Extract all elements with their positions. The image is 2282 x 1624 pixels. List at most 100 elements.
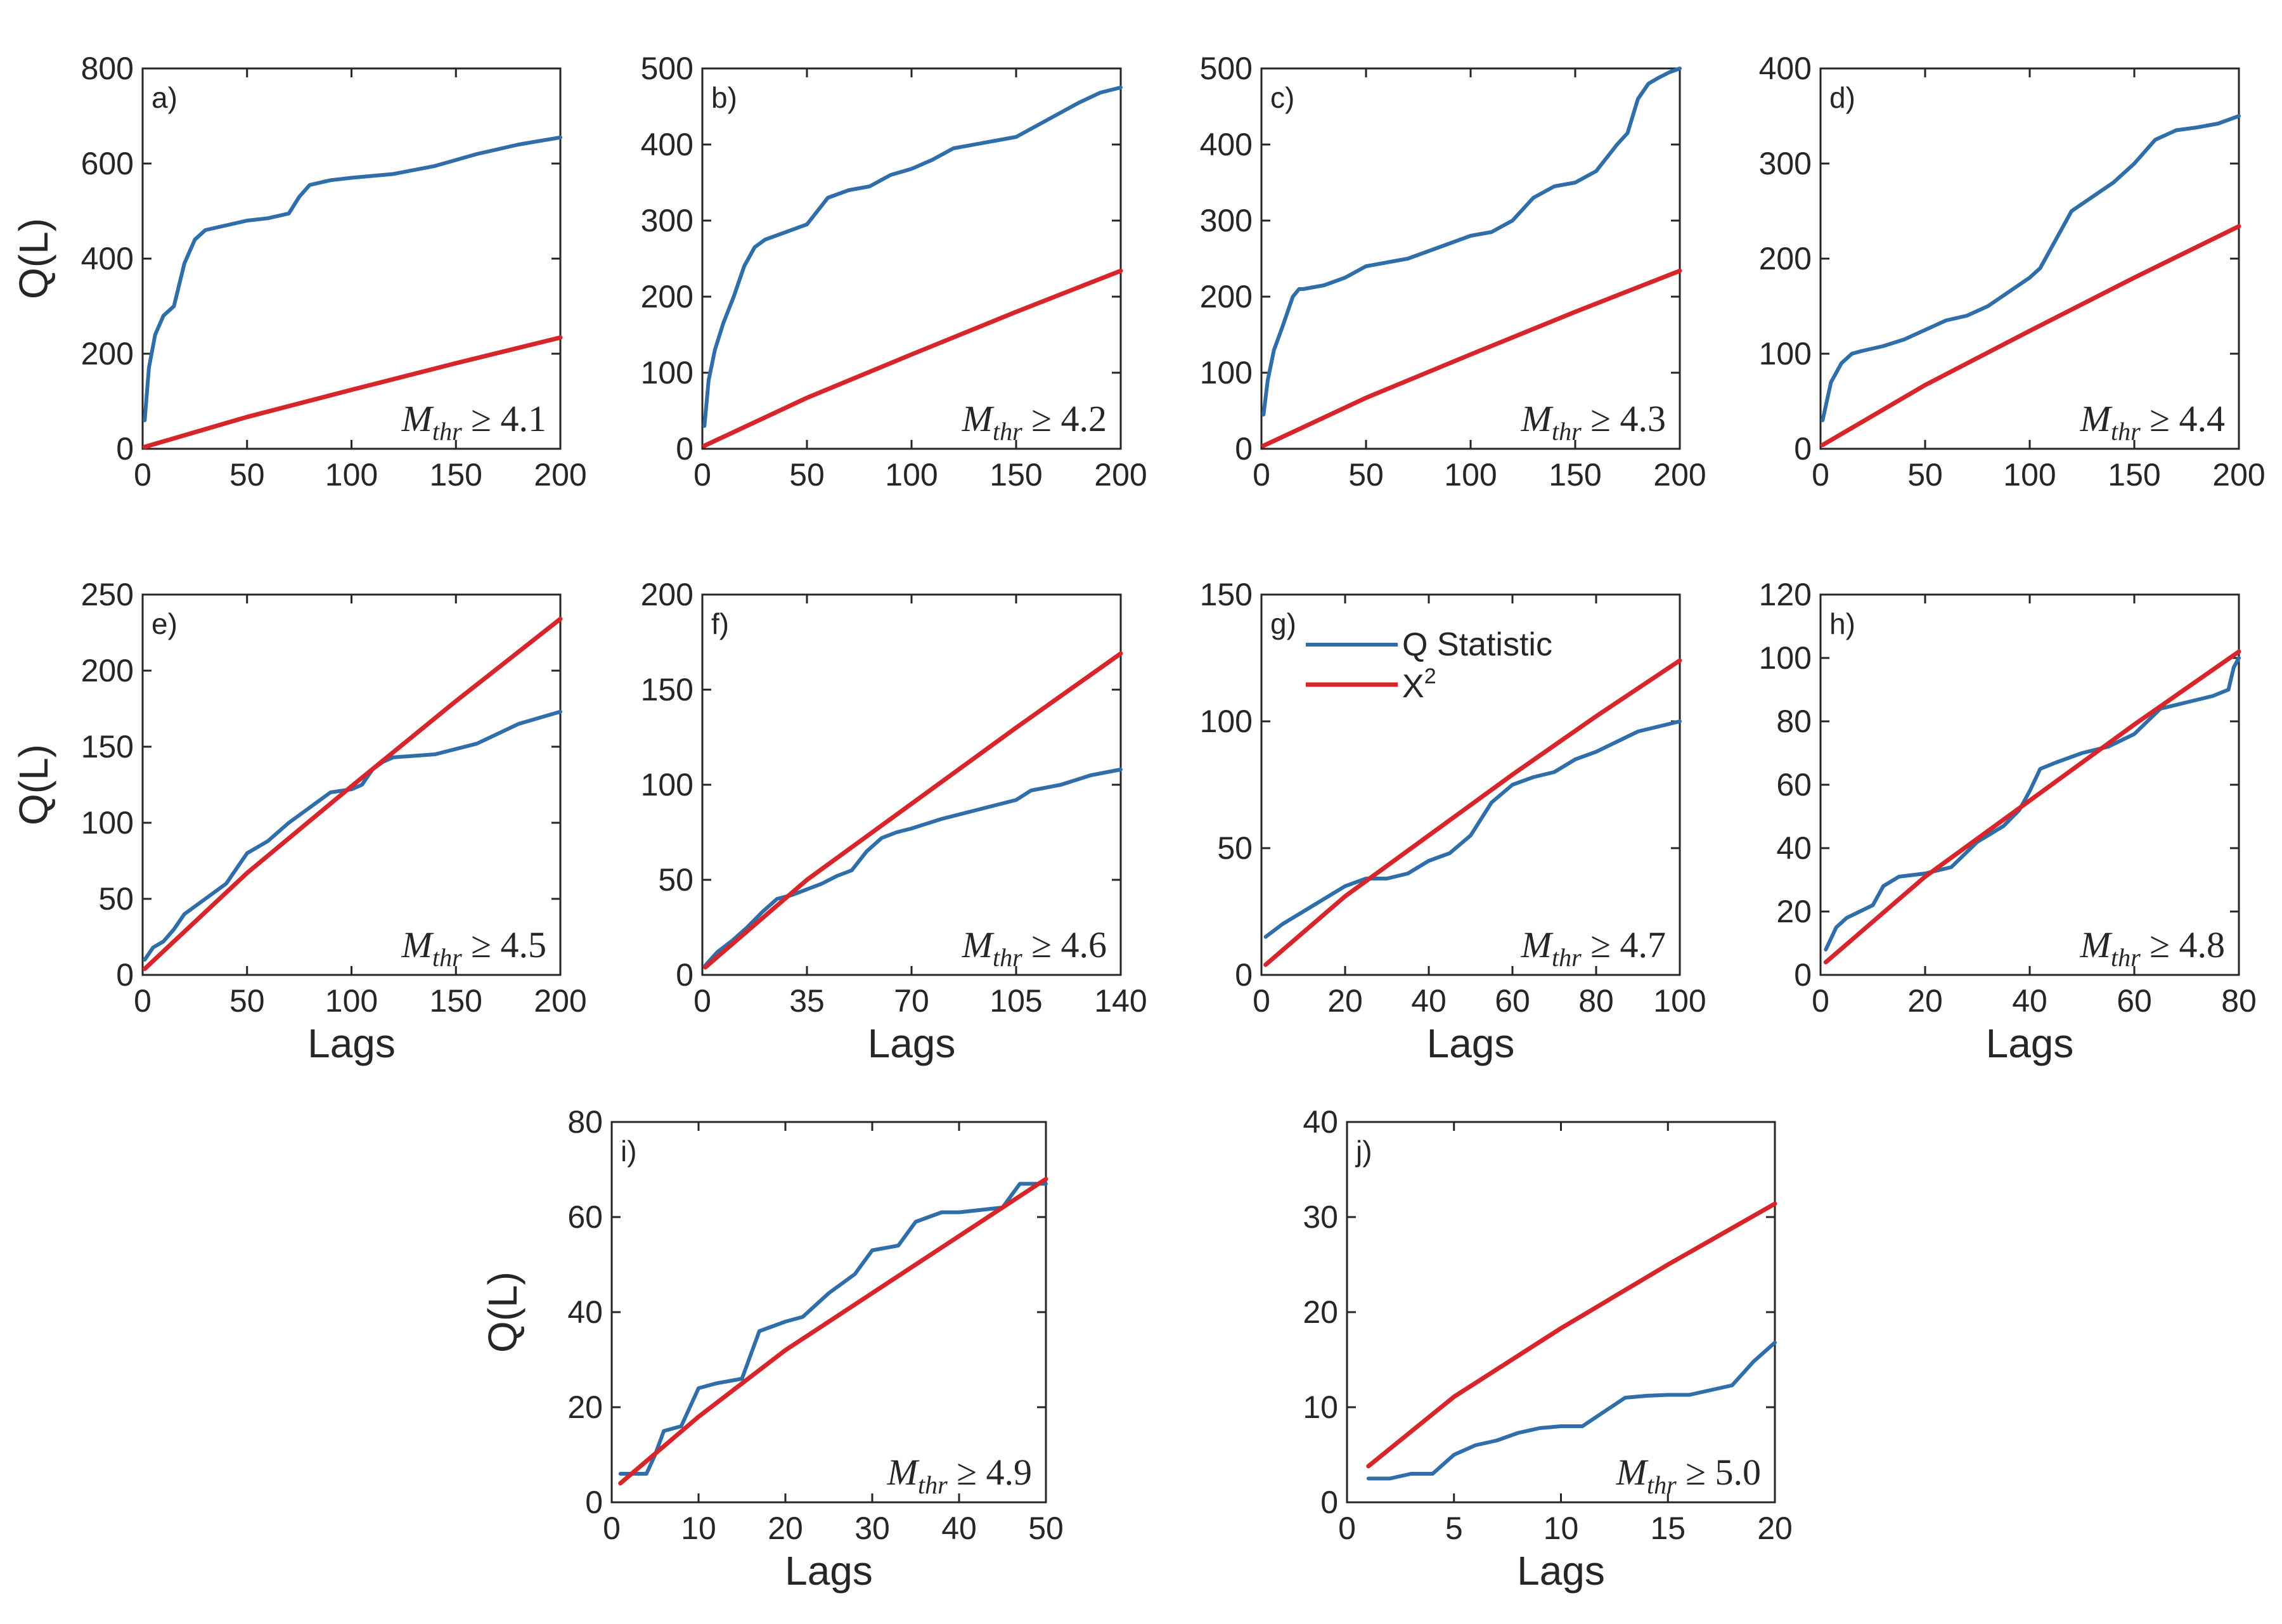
y-tick-label: 150 bbox=[1200, 577, 1253, 612]
x-tick-label: 140 bbox=[1094, 983, 1147, 1019]
x-tick-label: 200 bbox=[1094, 457, 1147, 493]
x-tick-label: 80 bbox=[1578, 983, 1614, 1019]
annotation-sub: thr bbox=[2111, 943, 2141, 972]
chi-square-line bbox=[1261, 268, 1682, 448]
plot-frame bbox=[701, 67, 1122, 450]
y-axis-title: Q(L) bbox=[480, 1272, 525, 1353]
y-tick-label: 0 bbox=[1794, 431, 1812, 467]
annotation-sub: thr bbox=[993, 417, 1022, 446]
q-statistic-line bbox=[1261, 67, 1682, 416]
x-tick-label: 0 bbox=[1253, 983, 1270, 1019]
q-statistic-line bbox=[702, 86, 1123, 428]
x-tick-label: 50 bbox=[1028, 1511, 1064, 1546]
y-tick-label: 200 bbox=[1759, 241, 1812, 276]
y-tick-label: 400 bbox=[81, 241, 134, 276]
x-tick-label: 200 bbox=[534, 457, 586, 493]
y-tick-label: 300 bbox=[641, 203, 693, 238]
annotation-m: M bbox=[962, 924, 995, 965]
y-axis-title: Q(L) bbox=[11, 218, 56, 299]
y-tick-label: 20 bbox=[567, 1389, 603, 1425]
annotation-m: M bbox=[962, 398, 995, 439]
annotation-sub: thr bbox=[432, 417, 462, 446]
legend-x2-label: X2 bbox=[1402, 664, 1436, 705]
y-tick-label: 40 bbox=[1303, 1104, 1338, 1140]
annotation-m: M bbox=[2080, 398, 2113, 439]
annotation-relation: ≥ 4.5 bbox=[462, 924, 546, 965]
y-tick-label: 30 bbox=[1303, 1199, 1338, 1235]
x-tick-label: 50 bbox=[1348, 457, 1384, 493]
x-axis-title: Lags bbox=[307, 1021, 396, 1066]
y-tick-label: 200 bbox=[641, 577, 693, 612]
x-tick-label: 0 bbox=[1253, 457, 1270, 493]
panel-b: 0 50 100 150 200 0 100 200 300 400 500 b) Mthr ≥ 4.2 bbox=[641, 51, 1147, 493]
annotation-sub: thr bbox=[1552, 943, 1582, 972]
x-tick-label: 150 bbox=[430, 457, 482, 493]
threshold-annotation: Mthr ≥ 4.9 bbox=[887, 1452, 1032, 1499]
y-tick-label: 100 bbox=[1759, 640, 1812, 676]
x-tick-label: 105 bbox=[990, 983, 1042, 1019]
panel-letter: c) bbox=[1270, 81, 1294, 114]
x-tick-label: 0 bbox=[134, 457, 151, 493]
x-tick-label: 100 bbox=[325, 983, 378, 1019]
legend-q-label: Q Statistic bbox=[1402, 626, 1552, 663]
x-tick-label: 60 bbox=[2117, 983, 2152, 1019]
chi-square-line bbox=[142, 335, 563, 449]
y-tick-label: 40 bbox=[1776, 830, 1812, 866]
x-tick-label: 15 bbox=[1650, 1511, 1686, 1546]
plot-frame bbox=[1260, 593, 1681, 976]
panel-letter: i) bbox=[621, 1135, 637, 1168]
legend-x2-base: X bbox=[1402, 668, 1424, 705]
x-tick-label: 20 bbox=[1327, 983, 1363, 1019]
x-tick-label: 200 bbox=[1653, 457, 1706, 493]
annotation-sub: thr bbox=[1552, 417, 1582, 446]
chi-square-line bbox=[1820, 224, 2241, 448]
chi-square-line bbox=[702, 268, 1123, 448]
y-tick-label: 20 bbox=[1303, 1294, 1338, 1330]
panel-letter: h) bbox=[1829, 607, 1855, 640]
annotation-relation: ≥ 4.3 bbox=[1582, 398, 1666, 439]
threshold-annotation: Mthr ≥ 4.2 bbox=[962, 398, 1107, 446]
chi-square-line bbox=[1366, 1201, 1777, 1469]
plot-frame bbox=[610, 1121, 1047, 1504]
x-tick-label: 0 bbox=[1812, 983, 1829, 1019]
threshold-annotation: Mthr ≥ 4.3 bbox=[1521, 398, 1666, 446]
annotation-sub: thr bbox=[918, 1471, 948, 1499]
x-tick-label: 0 bbox=[1812, 457, 1829, 493]
annotation-relation: ≥ 5.0 bbox=[1677, 1452, 1761, 1493]
y-tick-label: 100 bbox=[641, 355, 693, 390]
x-axis-title: Lags bbox=[1517, 1548, 1605, 1594]
plot-frame bbox=[1819, 593, 2240, 976]
y-tick-label: 80 bbox=[567, 1104, 603, 1140]
y-tick-label: 150 bbox=[641, 672, 693, 707]
panel-letter: j) bbox=[1355, 1135, 1372, 1168]
annotation-m: M bbox=[401, 398, 434, 439]
x-tick-label: 40 bbox=[941, 1511, 977, 1546]
q-statistic-line bbox=[143, 135, 562, 422]
x-tick-label: 150 bbox=[430, 983, 482, 1019]
x-tick-label: 0 bbox=[134, 983, 151, 1019]
y-tick-label: 100 bbox=[641, 767, 693, 802]
y-tick-label: 250 bbox=[81, 577, 134, 612]
x-tick-label: 100 bbox=[885, 457, 938, 493]
q-statistic-line bbox=[1263, 719, 1682, 939]
threshold-annotation: Mthr ≥ 4.8 bbox=[2080, 924, 2225, 972]
y-tick-label: 100 bbox=[1759, 336, 1812, 371]
annotation-m: M bbox=[1521, 924, 1554, 965]
annotation-m: M bbox=[2080, 924, 2113, 965]
x-tick-label: 60 bbox=[1495, 983, 1530, 1019]
annotation-relation: ≥ 4.9 bbox=[948, 1452, 1032, 1493]
panel-letter: g) bbox=[1270, 607, 1296, 640]
x-axis-title: Lags bbox=[868, 1021, 956, 1066]
y-tick-label: 100 bbox=[81, 805, 134, 841]
annotation-sub: thr bbox=[432, 943, 462, 972]
q-statistic-line bbox=[1824, 656, 2241, 951]
annotation-m: M bbox=[1521, 398, 1554, 439]
annotation-sub: thr bbox=[993, 943, 1022, 972]
x-tick-label: 5 bbox=[1445, 1511, 1463, 1546]
x-axis-title: Lags bbox=[1427, 1021, 1515, 1066]
x-tick-label: 10 bbox=[1544, 1511, 1579, 1546]
y-tick-label: 0 bbox=[116, 957, 134, 993]
chi-square-line bbox=[1263, 658, 1682, 967]
y-tick-label: 500 bbox=[641, 51, 693, 86]
panel-j: 0 5 10 15 20 0 10 20 30 40 Lags j) Mthr ≥ 5.0 bbox=[1303, 1104, 1792, 1594]
